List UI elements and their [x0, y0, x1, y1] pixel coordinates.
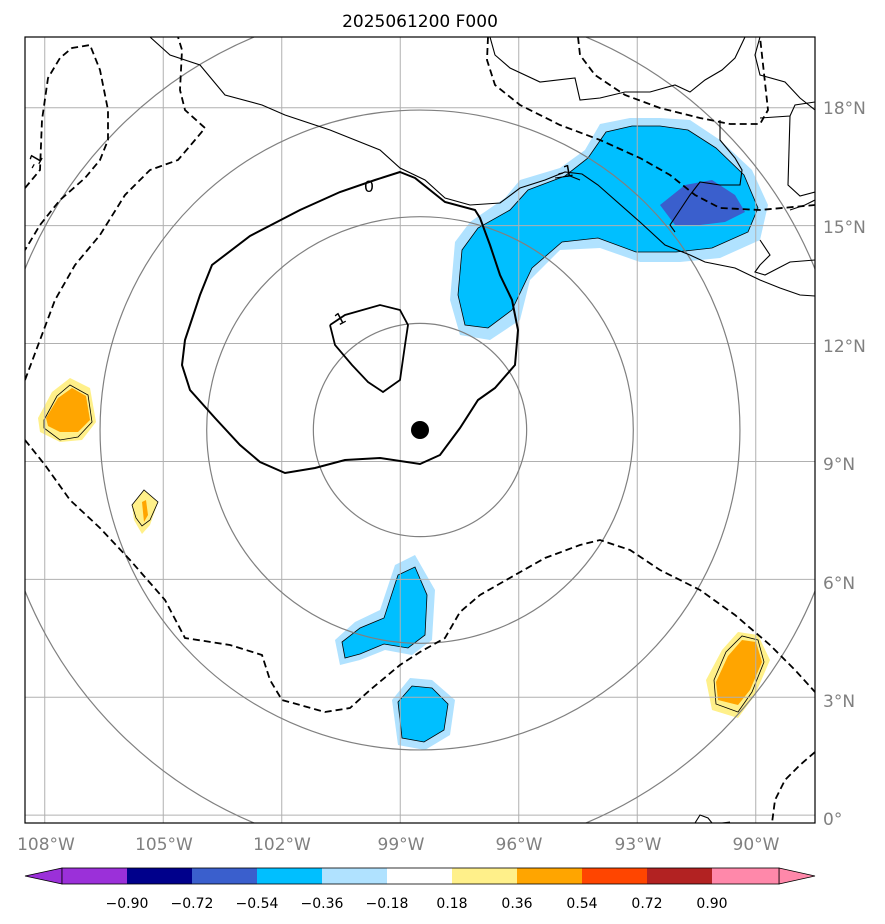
lon-tick-label: 105°W: [135, 835, 193, 855]
lon-tick-label: 108°W: [17, 835, 75, 855]
storm-center-marker: [411, 421, 429, 439]
coastlines: [149, 37, 815, 823]
colorbar-tick-label: 0.36: [501, 896, 532, 912]
positive-region-west-mid: [46, 388, 90, 432]
colorbar-tick-label: −0.90: [106, 896, 149, 912]
colorbar-tick-label: 0.18: [436, 896, 467, 912]
contour-minus-one-top-right: [577, 37, 769, 125]
coastline-honduras: [789, 199, 815, 211]
colorbar-segment: [322, 868, 387, 884]
lat-tick-label: 18°N: [823, 99, 866, 119]
map-panel: 0 1 -1 -1: [24, 36, 816, 824]
colorbar-tick-label: −0.54: [236, 896, 279, 912]
range-ring: [99, 109, 741, 751]
colorbar-tick-label: −0.36: [301, 896, 344, 912]
figure-title: 2025061200 F000: [342, 12, 498, 32]
colorbar-segment: [712, 868, 779, 884]
colorbar-segment: [257, 868, 322, 884]
colorbar-segment: [647, 868, 712, 884]
lat-tick-label: 15°N: [823, 218, 866, 238]
lat-tick-labels: 0° 3°N 6°N 9°N 12°N 15°N 18°N: [823, 99, 866, 830]
negative-region-bottom-mid: [398, 686, 448, 742]
negative-region-gulf-dark: [660, 180, 745, 225]
colorbar: −0.90 −0.72 −0.54 −0.36 −0.18 0.18 0.36 …: [24, 867, 816, 912]
contour-minus-one-north: [25, 43, 109, 251]
shaded-region-outlines: [43, 125, 765, 743]
range-rings: [25, 37, 815, 823]
coastline-bottom-right: [694, 814, 713, 823]
outline-small: [131, 489, 159, 527]
contour-label-minus-one-gulf: -1: [556, 161, 575, 182]
positive-region-east-mid: [716, 640, 762, 705]
colorbar-segment: [582, 868, 647, 884]
colorbar-frame: [61, 867, 780, 885]
contour-lines: [25, 37, 815, 823]
contour-minus-one-south: [25, 439, 815, 713]
lon-tick-label: 93°W: [615, 835, 662, 855]
lon-tick-labels: 108°W 105°W 102°W 99°W 96°W 93°W 90°W: [17, 835, 780, 855]
lat-tick-label: 6°N: [823, 574, 855, 594]
lat-tick-label: 9°N: [823, 455, 855, 475]
negative-region-gulf-mid: [458, 126, 758, 328]
colorbar-segment: [387, 868, 452, 884]
contour-one: [329, 304, 409, 394]
outline-west: [43, 384, 93, 441]
coastline-pacific-mexico: [149, 37, 815, 297]
coastline-top-left-fragment: [554, 175, 581, 181]
lon-tick-label: 90°W: [733, 835, 780, 855]
outline-south: [341, 566, 428, 659]
outline-east: [713, 635, 765, 713]
lon-tick-label: 102°W: [253, 835, 311, 855]
coastline-belize: [759, 101, 815, 119]
colorbar-segment: [517, 868, 582, 884]
coastline-yucatan-east: [754, 37, 815, 111]
lon-tick-label: 96°W: [496, 835, 543, 855]
contour-minus-one-west: [25, 37, 207, 381]
coastline-gulf-of-mexico: [489, 37, 746, 101]
colorbar-extend-high: [778, 867, 816, 885]
lat-tick-label: 12°N: [823, 337, 866, 357]
range-ring: [312, 322, 528, 538]
outline-bottom: [397, 685, 449, 743]
lat-tick-label: 0°: [823, 810, 842, 830]
lon-tick-label: 99°W: [378, 835, 425, 855]
colorbar-tick-label: −0.18: [366, 896, 409, 912]
colorbar-tick-label: 0.54: [566, 896, 597, 912]
outline-gulf: [457, 125, 759, 329]
map-frame: [24, 36, 816, 824]
border-guatemala: [787, 115, 815, 197]
coastline-yucatan: [669, 120, 743, 233]
colorbar-tick-label: −0.72: [171, 896, 214, 912]
colorbar-extend-low: [24, 867, 63, 885]
range-ring: [206, 216, 634, 644]
coastline-central-america: [754, 239, 815, 276]
colorbar-segment: [127, 868, 192, 884]
contour-minus-one-north-gulf: [486, 37, 815, 211]
shaded-anomaly-fields: [38, 118, 770, 750]
positive-region-small-mid: [142, 500, 148, 522]
contour-minus-one-bottom-right: [771, 751, 815, 823]
colorbar-tick-label: 0.90: [696, 896, 727, 912]
colorbar-segment: [62, 868, 127, 884]
contour-zero: [180, 170, 520, 475]
colorbar-segment: [452, 868, 517, 884]
colorbar-segment: [192, 868, 257, 884]
contour-label-zero: 0: [364, 177, 374, 196]
lat-tick-label: 3°N: [823, 692, 855, 712]
colorbar-tick-label: 0.72: [631, 896, 662, 912]
